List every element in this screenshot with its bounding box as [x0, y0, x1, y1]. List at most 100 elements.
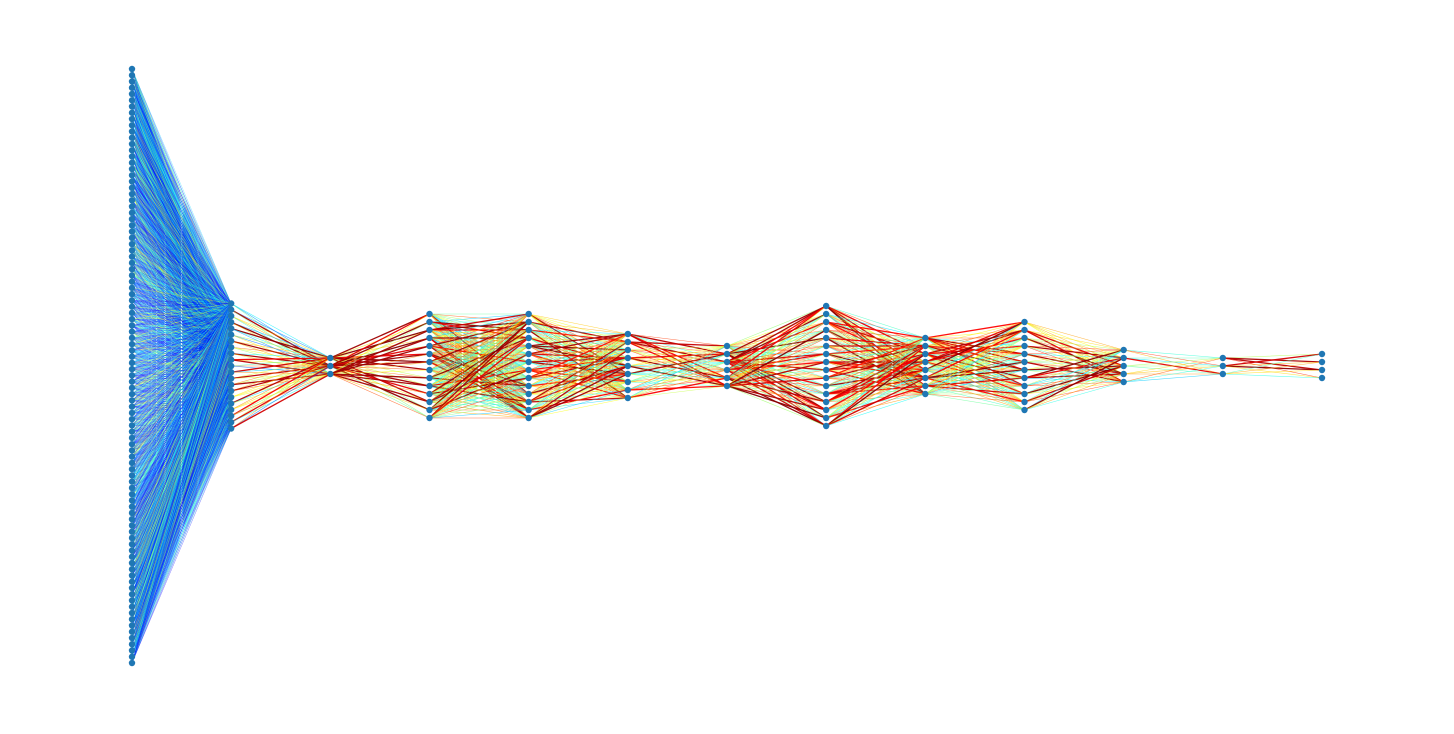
network-node — [525, 382, 532, 390]
network-node — [128, 78, 136, 85]
weight-edge — [131, 303, 232, 526]
network-node — [227, 412, 235, 420]
weight-edge — [131, 303, 232, 339]
edge-group-layer-9-to-10 — [1023, 321, 1125, 411]
network-node — [128, 97, 136, 104]
weight-edge — [528, 349, 629, 419]
network-node — [922, 390, 929, 398]
weight-edge — [131, 293, 232, 304]
weight-edge — [1123, 357, 1224, 383]
weight-edge — [825, 337, 926, 403]
network-node — [128, 503, 136, 510]
weight-edge — [1024, 373, 1124, 411]
weight-edge — [230, 346, 331, 359]
weight-edge — [726, 305, 827, 363]
weight-edge — [1024, 349, 1124, 387]
weight-edge — [131, 403, 232, 664]
weight-edge — [131, 303, 232, 332]
weight-edge — [726, 329, 827, 387]
network-node — [922, 342, 929, 350]
network-node — [227, 325, 235, 332]
network-node — [723, 358, 731, 366]
weight-edge — [131, 303, 232, 626]
weight-edge — [627, 345, 728, 383]
network-node — [128, 390, 136, 398]
network-node — [128, 284, 136, 292]
weight-edge — [1024, 345, 1124, 351]
network-node — [128, 122, 136, 129]
network-node — [525, 350, 532, 358]
weight-edge — [230, 373, 331, 392]
weight-edge — [925, 385, 1025, 395]
weight-edge — [230, 357, 331, 367]
edge-group-layer-2-to-3 — [329, 313, 431, 419]
weight-edge — [528, 329, 629, 335]
weight-edge — [726, 305, 827, 355]
weight-edge — [925, 321, 1025, 395]
network-node — [128, 522, 136, 529]
weight-edge — [429, 313, 529, 363]
node-layer-11 — [1219, 354, 1227, 378]
network-node — [327, 370, 334, 378]
weight-edge — [131, 303, 232, 395]
weight-edge — [131, 303, 232, 589]
weight-edge — [131, 303, 232, 570]
weight-edge — [131, 303, 232, 407]
weight-edge — [230, 357, 331, 398]
network-node — [128, 472, 136, 479]
weight-edge — [230, 365, 331, 398]
node-layer-0 — [128, 65, 136, 667]
node-layer-2 — [327, 354, 334, 378]
weight-edge — [429, 345, 529, 419]
network-node — [128, 459, 136, 467]
weight-edge — [230, 365, 331, 392]
weight-edge — [1222, 369, 1323, 375]
weight-edge — [131, 303, 232, 489]
network-node — [128, 159, 136, 166]
weight-edge — [825, 337, 926, 347]
weight-edge — [230, 315, 331, 359]
network-node — [128, 559, 136, 567]
weight-edge — [230, 357, 331, 429]
weight-edge — [627, 361, 728, 399]
weight-edge — [131, 303, 232, 539]
network-node — [525, 390, 532, 398]
weight-edge — [131, 250, 232, 304]
network-node — [128, 215, 136, 223]
network-node — [128, 428, 136, 435]
network-node — [128, 203, 136, 210]
weight-edge — [1024, 337, 1124, 351]
network-node — [128, 415, 136, 423]
weight-edge — [131, 378, 232, 664]
weight-edge — [429, 313, 529, 379]
network-node — [128, 453, 136, 460]
weight-edge — [925, 345, 1025, 395]
weight-edge — [131, 143, 232, 304]
node-layer-10 — [1120, 346, 1127, 386]
weight-edge — [528, 357, 629, 419]
weight-edge — [230, 357, 331, 417]
network-node — [128, 359, 136, 367]
weight-edge — [131, 334, 232, 664]
network-node — [1021, 406, 1028, 414]
weight-edge — [230, 365, 331, 423]
weight-edge — [528, 333, 629, 403]
weight-edge — [131, 218, 232, 304]
network-node — [128, 197, 136, 204]
weight-edge — [131, 162, 232, 304]
network-node — [227, 400, 235, 407]
network-node — [1021, 318, 1028, 326]
nodes-layer — [128, 65, 1326, 667]
weight-edge — [131, 303, 232, 607]
network-node — [128, 103, 136, 110]
network-node — [723, 366, 731, 374]
network-node — [624, 394, 632, 402]
weight-edge — [329, 345, 431, 375]
weight-edge — [528, 397, 629, 419]
weight-edge — [230, 303, 331, 367]
weight-edge — [230, 357, 331, 423]
weight-edge — [726, 353, 827, 387]
weight-edge — [131, 390, 232, 664]
weight-edge — [726, 313, 827, 387]
